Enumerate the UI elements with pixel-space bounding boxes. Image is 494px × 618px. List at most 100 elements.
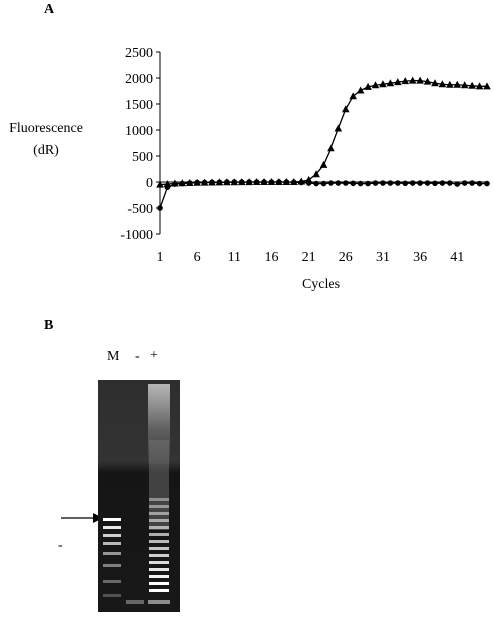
x-tick-label: 16 bbox=[264, 250, 278, 265]
circle-point bbox=[194, 179, 200, 186]
triangle-point bbox=[468, 81, 476, 89]
marker-band bbox=[103, 526, 121, 529]
y-axis-label-line2: (dR) bbox=[33, 143, 59, 158]
positive-band bbox=[149, 554, 169, 557]
triangle-point bbox=[319, 160, 328, 168]
circle-point bbox=[484, 180, 490, 187]
circle-point bbox=[216, 179, 223, 186]
triangle-point bbox=[349, 92, 358, 100]
circle-point bbox=[476, 180, 483, 187]
circle-point bbox=[439, 180, 446, 186]
positive-band bbox=[149, 512, 169, 515]
triangle-point bbox=[438, 80, 447, 88]
triangle-point bbox=[423, 77, 432, 85]
circle-point bbox=[461, 180, 468, 186]
triangle-point bbox=[431, 79, 439, 87]
x-tick-label: 36 bbox=[413, 250, 427, 265]
y-tick-label: 2000 bbox=[125, 72, 153, 87]
y-axis-label-line1: Fluorescence bbox=[9, 121, 83, 136]
y-tick-label: -500 bbox=[127, 202, 153, 217]
circle-point bbox=[328, 180, 334, 186]
triangle-point bbox=[446, 80, 454, 88]
circle-point bbox=[246, 179, 252, 185]
gel-image bbox=[98, 380, 180, 612]
triangle-point bbox=[334, 124, 343, 132]
triangle-point bbox=[379, 80, 387, 88]
circle-point bbox=[290, 179, 297, 186]
positive-band bbox=[149, 540, 169, 543]
triangle-point bbox=[327, 144, 335, 152]
circle-point bbox=[350, 180, 357, 187]
circle-point bbox=[454, 181, 461, 187]
circle-point bbox=[387, 180, 394, 186]
x-tick-label: 6 bbox=[194, 250, 201, 265]
circle-point bbox=[186, 180, 193, 186]
circle-point bbox=[402, 180, 409, 187]
chart-series bbox=[156, 76, 491, 211]
marker-lane-bands bbox=[103, 518, 121, 597]
x-tick-label: 26 bbox=[339, 250, 353, 265]
marker-band bbox=[103, 534, 121, 537]
circle-point bbox=[164, 184, 171, 190]
triangle-point bbox=[371, 81, 380, 89]
circle-point bbox=[298, 179, 305, 186]
circle-point bbox=[447, 180, 453, 186]
circle-point bbox=[313, 180, 319, 187]
circle-point bbox=[357, 180, 364, 187]
triangle-point bbox=[364, 82, 372, 90]
triangle-point bbox=[386, 79, 395, 87]
circle-point bbox=[238, 179, 245, 185]
circle-point bbox=[320, 180, 327, 187]
circle-point bbox=[417, 180, 423, 186]
marker-band bbox=[103, 580, 121, 583]
positive-band bbox=[149, 575, 169, 578]
triangle-point bbox=[460, 81, 469, 89]
panel-a-label: A bbox=[44, 2, 55, 17]
triangle-point bbox=[394, 78, 402, 86]
circle-point bbox=[342, 180, 349, 186]
circle-point bbox=[276, 179, 282, 185]
circle-point bbox=[253, 179, 260, 185]
circle-point bbox=[231, 179, 238, 185]
circle-point bbox=[424, 180, 431, 186]
positive-band bbox=[149, 533, 169, 536]
x-tick-label: 31 bbox=[376, 250, 390, 265]
series-line-triangle bbox=[159, 79, 487, 186]
positive-band bbox=[149, 505, 169, 508]
circle-point bbox=[224, 179, 230, 185]
x-tick-label: 41 bbox=[450, 250, 464, 265]
lane-label-marker: M bbox=[107, 349, 120, 364]
circle-point bbox=[283, 179, 290, 185]
marker-band bbox=[103, 594, 121, 597]
circle-point bbox=[261, 179, 267, 185]
marker-band bbox=[103, 564, 121, 567]
circle-point bbox=[372, 180, 379, 186]
y-tick-label: 2500 bbox=[125, 46, 153, 61]
positive-band bbox=[149, 589, 169, 592]
y-tick-label: -1000 bbox=[120, 228, 153, 243]
y-tick-label: 500 bbox=[132, 150, 153, 165]
triangle-point bbox=[408, 76, 417, 84]
positive-band bbox=[149, 561, 169, 564]
triangle-point bbox=[156, 180, 164, 188]
positive-band bbox=[149, 547, 169, 550]
positive-band bbox=[149, 498, 169, 501]
positive-band bbox=[149, 582, 169, 585]
x-axis-label: Cycles bbox=[302, 277, 340, 292]
circle-point bbox=[409, 180, 416, 186]
triangle-point bbox=[341, 105, 350, 113]
triangle-point bbox=[416, 76, 424, 84]
circle-point bbox=[469, 180, 475, 186]
circle-point bbox=[268, 179, 275, 185]
circle-point bbox=[209, 179, 215, 186]
circle-point bbox=[335, 180, 342, 186]
circle-point bbox=[365, 180, 371, 187]
x-tick-label: 21 bbox=[302, 250, 316, 265]
x-tick-label: 1 bbox=[157, 250, 164, 265]
triangle-point bbox=[483, 82, 491, 90]
x-tick-label: 11 bbox=[228, 250, 241, 265]
triangle-point bbox=[312, 170, 320, 178]
y-tick-label: 0 bbox=[146, 176, 153, 191]
